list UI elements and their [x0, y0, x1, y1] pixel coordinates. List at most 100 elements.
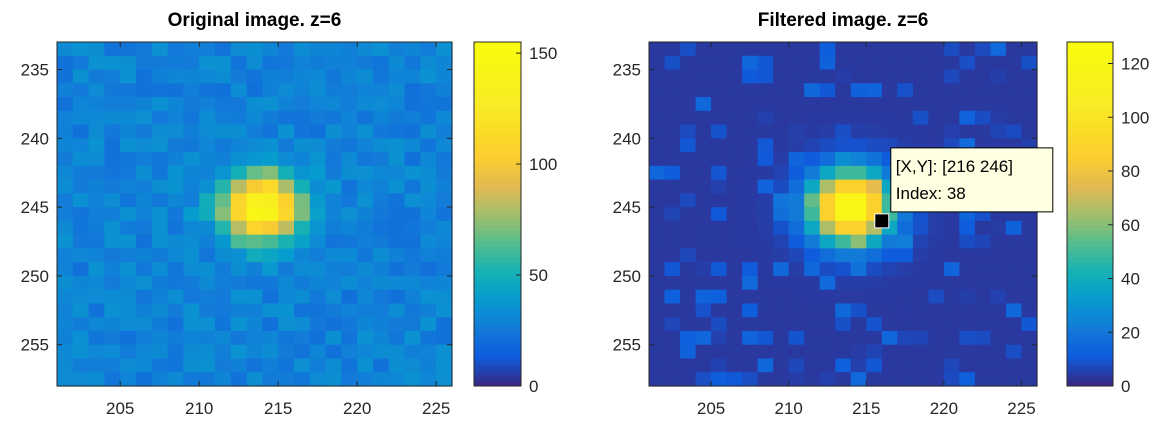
heatmap-cell [325, 358, 342, 373]
heatmap-cell [341, 110, 358, 126]
heatmap-cell [199, 152, 216, 167]
heatmap-cell [436, 220, 453, 236]
heatmap-cell [246, 124, 263, 139]
heatmap-cell [72, 69, 90, 84]
heatmap-cell [804, 69, 821, 84]
heatmap-cell [649, 55, 666, 71]
heatmap-cell [1005, 124, 1023, 139]
y-tick-label: 235 [21, 61, 49, 80]
heatmap-cell [711, 165, 728, 181]
heatmap-cell [1021, 42, 1038, 57]
heatmap-cell [136, 317, 153, 332]
heatmap-cell [649, 193, 666, 208]
heatmap-cell [649, 317, 666, 332]
heatmap-cell [649, 179, 666, 194]
heatmap-cell [357, 165, 374, 181]
heatmap-cell [757, 262, 774, 277]
heatmap-cell [928, 234, 945, 249]
datatip[interactable]: [X,Y]: [216 246] Index: 38 [890, 147, 1054, 213]
heatmap-cell [974, 83, 992, 98]
heatmap-cell [199, 262, 216, 277]
heatmap-cell [373, 152, 390, 167]
heatmap-cell [167, 110, 184, 126]
colorbar-segment [474, 95, 521, 102]
colorbar-segment [474, 79, 521, 86]
heatmap-cell [246, 330, 263, 346]
heatmap-cell [151, 207, 169, 222]
colorbar-segment [1067, 192, 1113, 199]
heatmap-cell [420, 152, 437, 167]
heatmap-cell [1005, 330, 1023, 346]
heatmap-cell [262, 152, 279, 167]
heatmap-cell [278, 220, 295, 236]
heatmap-cell [215, 372, 232, 387]
colorbar-segment [1067, 294, 1113, 301]
heatmap-cell [695, 97, 712, 112]
chart-title: Filtered image. z=6 [758, 10, 929, 31]
colorbar-tick-label: 20 [1121, 323, 1140, 342]
heatmap-cell [680, 193, 697, 208]
heatmap-cell [1021, 358, 1038, 373]
heatmap-cell [649, 69, 666, 84]
colorbar-segment [474, 353, 521, 360]
heatmap-cell [804, 275, 821, 291]
heatmap-cell [835, 179, 852, 194]
heatmap-cell [804, 220, 821, 236]
colorbar-segment [1067, 224, 1113, 231]
heatmap-cell [664, 165, 681, 181]
heatmap-cell [436, 358, 453, 373]
colorbar-segment [1067, 85, 1113, 91]
heatmap-cell [309, 42, 327, 57]
heatmap-cell [819, 248, 836, 263]
heatmap-cell [1005, 317, 1023, 332]
heatmap-cell [835, 289, 852, 305]
heatmap-cell [294, 344, 311, 360]
heatmap-cell [695, 179, 712, 194]
colorbar-segment [474, 380, 521, 387]
heatmap-cell [246, 138, 263, 153]
heatmap-cell [357, 69, 374, 84]
heatmap-cell [897, 303, 914, 318]
heatmap-cell [104, 42, 121, 57]
colorbar-segment [1067, 240, 1113, 247]
heatmap-cell [695, 207, 712, 222]
heatmap-cell [246, 42, 263, 57]
heatmap-cell [819, 138, 836, 153]
heatmap-cell [897, 330, 914, 346]
colorbar-segment [1067, 133, 1113, 140]
heatmap-cell [151, 303, 169, 318]
heatmap-cell [294, 42, 311, 57]
heatmap-cell [262, 317, 279, 332]
heatmap-cell [866, 83, 883, 98]
heatmap-cell [664, 193, 681, 208]
heatmap-cell [1005, 289, 1023, 305]
heatmap-cell [151, 138, 169, 153]
heatmap-cell [404, 262, 421, 277]
heatmap-cell [1021, 330, 1038, 346]
heatmap-cell [711, 234, 728, 249]
heatmap-cell [388, 303, 406, 318]
heatmap-cell [711, 55, 728, 71]
heatmap-cell [120, 97, 137, 112]
heatmap-cell [990, 358, 1007, 373]
y-tick-label: 245 [613, 198, 641, 217]
heatmap-cell [928, 97, 945, 112]
heatmap-cell [215, 124, 232, 139]
heatmap-cell [325, 193, 342, 208]
heatmap-cell [680, 317, 697, 332]
heatmap-cell [804, 248, 821, 263]
heatmap-cell [912, 248, 929, 263]
colorbar-segment [474, 58, 521, 64]
datatip-marker[interactable] [874, 213, 890, 229]
y-tick-label: 245 [21, 198, 49, 217]
heatmap-cell [974, 358, 992, 373]
heatmap-cell [804, 317, 821, 332]
heatmap-cell [404, 138, 421, 153]
heatmap-cell [262, 275, 279, 291]
heatmap-cells [57, 42, 453, 387]
heatmap-cell [804, 234, 821, 249]
heatmap-cell [819, 234, 836, 249]
heatmap-cell [246, 83, 263, 98]
heatmap-cell [1005, 303, 1023, 318]
heatmap-cell [151, 275, 169, 291]
